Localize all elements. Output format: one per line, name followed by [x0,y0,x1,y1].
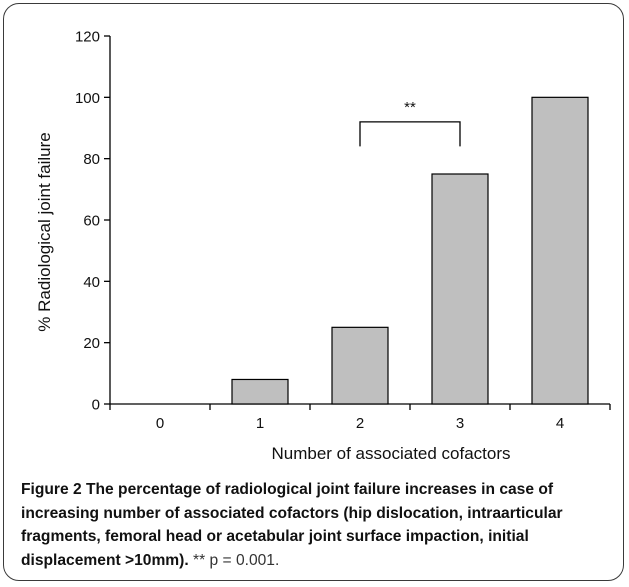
x-tick-label: 4 [556,415,564,432]
bar [231,378,289,405]
y-tick-label: 100 [75,90,100,107]
figure-caption: Figure 2 The percentage of radiological … [21,478,617,572]
x-tick-label: 3 [456,415,464,432]
y-tick-label: 120 [75,29,100,46]
significance-bracket [359,121,461,147]
figure-frame [3,3,624,581]
y-tick-label: 0 [92,397,100,414]
significance-note: ** p = 0.001. [193,551,280,569]
x-tick-label: 2 [356,415,364,432]
y-tick-label: 40 [83,274,100,291]
x-ticks: 0 1 2 3 4 [109,404,611,432]
bar [531,96,589,405]
significance-stars: ** [404,99,416,116]
figure-label: Figure 2 [21,481,82,498]
bars [231,96,589,405]
figure-caption-text: The percentage of radiological joint fai… [21,481,563,569]
x-tick-label: 1 [256,415,264,432]
y-tick-label: 20 [83,335,100,352]
bar [431,173,489,405]
y-axis-label: % Radiological joint failure [35,132,54,331]
y-ticks: 0 20 40 60 80 100 120 [75,29,110,414]
x-axis-label: Number of associated cofactors [271,444,510,463]
y-tick-label: 80 [83,151,100,168]
significance-annotation: ** [359,99,461,147]
bar [331,326,389,405]
y-tick-label: 60 [83,213,100,230]
bar-chart: 0 20 40 60 80 100 120 0 1 2 3 4 ** % Radiological … [35,29,611,463]
x-tick-label: 0 [156,415,164,432]
